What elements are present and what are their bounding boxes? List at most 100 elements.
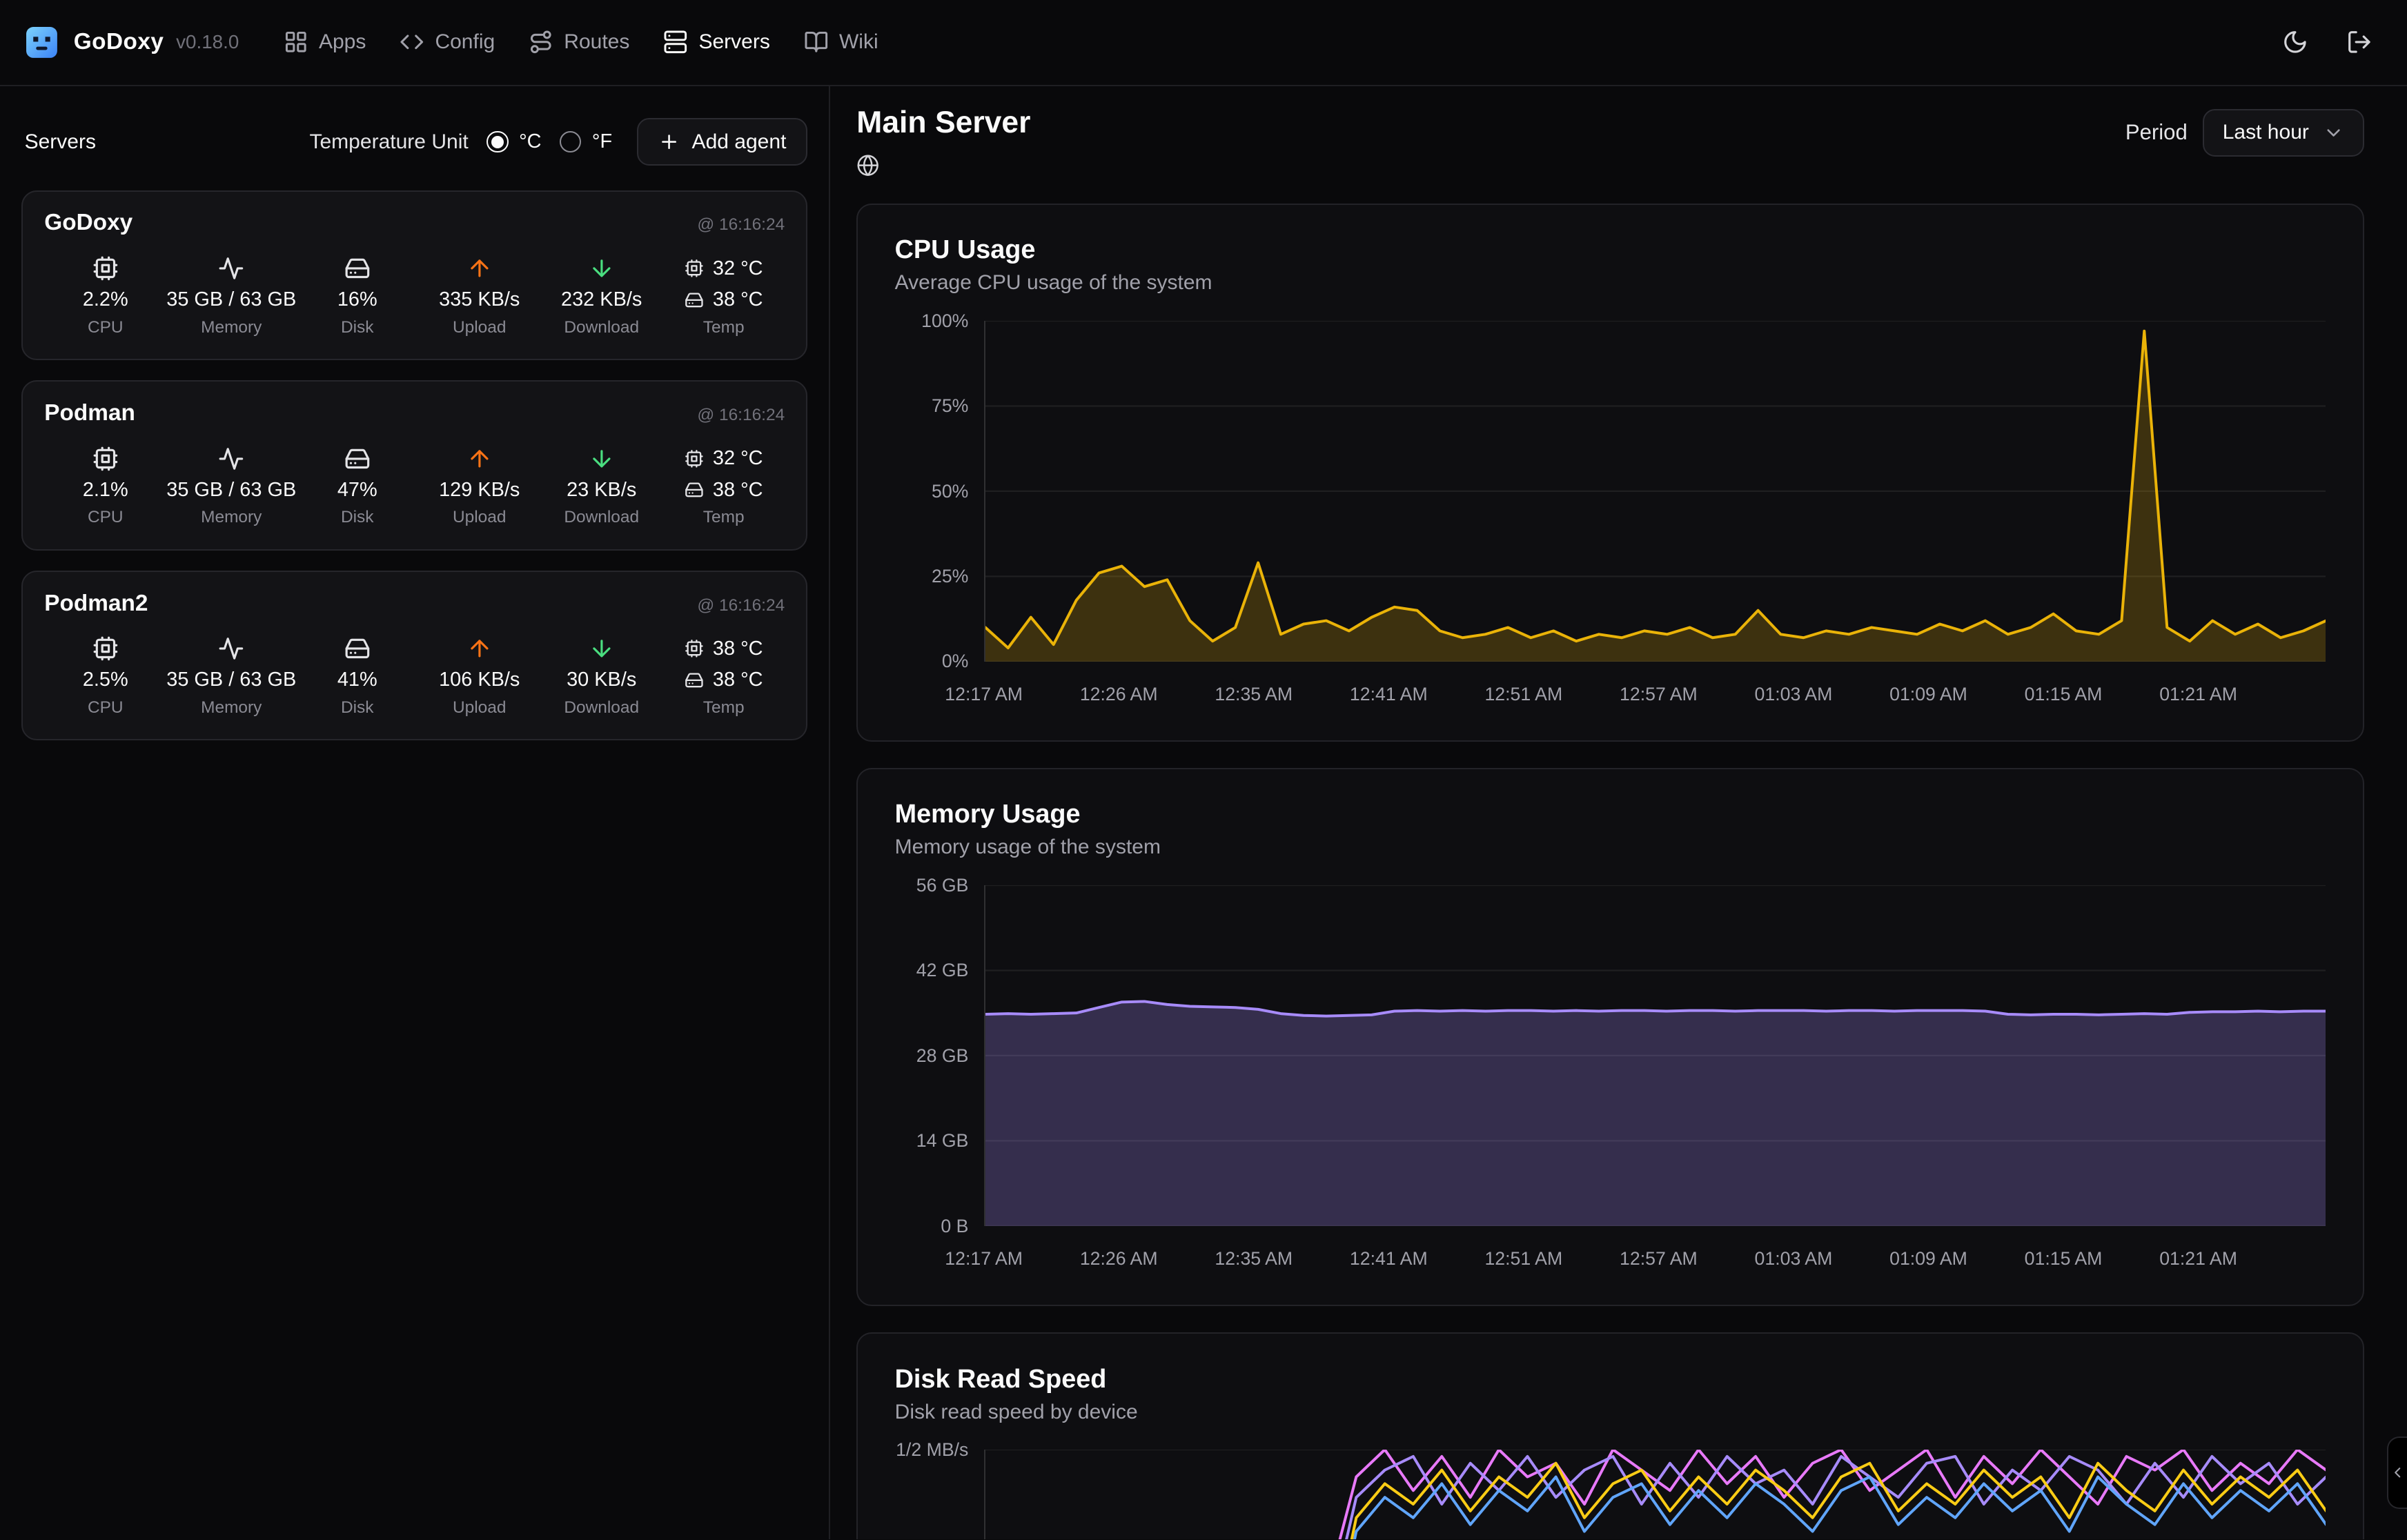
stat-download: 30 KB/s Download xyxy=(540,633,662,720)
route-icon xyxy=(529,30,553,55)
stat-value: 2.5% xyxy=(83,669,128,691)
nav-item-label: Wiki xyxy=(839,30,878,54)
stat-value: 35 GB / 63 GB xyxy=(166,669,296,691)
server-icon xyxy=(663,30,688,55)
nav-item-apps[interactable]: Apps xyxy=(266,21,383,63)
add-agent-button[interactable]: Add agent xyxy=(637,118,808,166)
activity-icon xyxy=(218,446,244,472)
arrow-up-icon xyxy=(466,635,493,662)
nav-item-routes[interactable]: Routes xyxy=(512,21,647,63)
stat-value: 2.2% xyxy=(83,288,128,311)
y-axis-labels: 56 GB42 GB28 GB14 GB0 B xyxy=(895,885,969,1226)
server-card-godoxy[interactable]: GoDoxy @ 16:16:24 2.2% CPU 35 GB / 63 GB… xyxy=(21,190,807,361)
nav-item-servers[interactable]: Servers xyxy=(647,21,787,63)
disk-read-speed-chart xyxy=(984,1450,2326,1539)
chart-subtitle: Disk read speed by device xyxy=(895,1401,2326,1424)
add-agent-label: Add agent xyxy=(692,130,787,154)
nav-item-wiki[interactable]: Wiki xyxy=(787,21,895,63)
grid-icon xyxy=(284,30,308,55)
stat-label: Disk xyxy=(341,318,374,337)
stat-upload: 129 KB/s Upload xyxy=(418,443,540,529)
stat-download: 232 KB/s Download xyxy=(540,253,662,339)
stat-label: Download xyxy=(564,318,639,337)
cpu-chip-icon xyxy=(685,639,704,658)
temperature-unit-group: Temperature Unit °C °F xyxy=(309,130,612,154)
globe-icon[interactable] xyxy=(856,154,879,177)
stat-value: 23 KB/s xyxy=(567,479,636,502)
y-axis-labels: 1/2 MB/s xyxy=(895,1450,969,1539)
stat-label: Download xyxy=(564,698,639,718)
stat-temp: 32 °C 38 °C Temp xyxy=(662,253,785,339)
activity-icon xyxy=(218,255,244,282)
stat-value: 16% xyxy=(337,288,377,311)
navbar-actions xyxy=(2269,16,2386,68)
radio-dot xyxy=(560,131,581,152)
server-card-podman2[interactable]: Podman2 @ 16:16:24 2.5% CPU 35 GB / 63 G… xyxy=(21,571,807,741)
stat-label: Disk xyxy=(341,698,374,718)
celsius-radio[interactable]: °C xyxy=(487,130,541,153)
stat-disk: 41% Disk xyxy=(296,633,418,720)
stat-label: Upload xyxy=(453,318,507,337)
stat-value: 335 KB/s xyxy=(439,288,520,311)
stat-temp: 32 °C 38 °C Temp xyxy=(662,443,785,529)
nav-item-config[interactable]: Config xyxy=(383,21,512,63)
stat-label: Memory xyxy=(201,508,262,527)
cpu-usage-card: CPU Usage Average CPU usage of the syste… xyxy=(856,204,2364,742)
cpu-usage-chart xyxy=(984,321,2326,662)
stat-value: 2.1% xyxy=(83,479,128,502)
radio-dot xyxy=(487,131,508,152)
fahrenheit-radio[interactable]: °F xyxy=(560,130,612,153)
stat-label: Upload xyxy=(453,698,507,718)
collapse-panel-handle[interactable] xyxy=(2387,1437,2407,1509)
server-timestamp: @ 16:16:24 xyxy=(697,596,785,615)
period-control: Period Last hour xyxy=(2125,109,2364,157)
stat-value: 47% xyxy=(337,479,377,502)
server-stats: 2.2% CPU 35 GB / 63 GB Memory 16% Disk xyxy=(44,253,785,339)
x-axis-labels: 12:17 AM12:26 AM12:35 AM12:41 AM12:51 AM… xyxy=(984,678,2199,707)
main-header: Main Server Period Last hour xyxy=(856,106,2364,183)
stat-label: Download xyxy=(564,508,639,527)
arrow-down-icon xyxy=(589,446,615,472)
stat-cpu: 2.5% CPU xyxy=(44,633,166,720)
stat-label: CPU xyxy=(88,318,124,337)
stat-memory: 35 GB / 63 GB Memory xyxy=(166,443,296,529)
stat-value: 106 KB/s xyxy=(439,669,520,691)
hard-drive-icon xyxy=(685,290,704,310)
book-icon xyxy=(804,30,829,55)
stat-memory: 35 GB / 63 GB Memory xyxy=(166,253,296,339)
stat-disk: 47% Disk xyxy=(296,443,418,529)
code-icon xyxy=(400,30,424,55)
stat-label: Temp xyxy=(703,508,745,527)
period-value: Last hour xyxy=(2223,121,2309,144)
stat-value: 232 KB/s xyxy=(561,288,642,311)
period-select[interactable]: Last hour xyxy=(2203,109,2364,157)
hard-drive-icon xyxy=(344,446,371,472)
fahrenheit-label: °F xyxy=(592,130,612,153)
chevron-left-icon xyxy=(2389,1464,2406,1481)
chart-subtitle: Average CPU usage of the system xyxy=(895,271,2326,295)
cpu-temp-value: 32 °C xyxy=(713,447,763,470)
logout-button[interactable] xyxy=(2333,16,2386,68)
cpu-chip-icon xyxy=(92,255,119,282)
server-stats: 2.1% CPU 35 GB / 63 GB Memory 47% Disk xyxy=(44,443,785,529)
stat-label: Memory xyxy=(201,698,262,718)
chevron-down-icon xyxy=(2323,122,2344,144)
cpu-chip-icon xyxy=(685,449,704,468)
temperature-unit-label: Temperature Unit xyxy=(309,130,468,154)
server-stats: 2.5% CPU 35 GB / 63 GB Memory 41% Disk xyxy=(44,633,785,720)
server-card-podman[interactable]: Podman @ 16:16:24 2.1% CPU 35 GB / 63 GB… xyxy=(21,380,807,551)
server-timestamp: @ 16:16:24 xyxy=(697,215,785,235)
server-name: GoDoxy xyxy=(44,210,132,236)
godoxy-logo xyxy=(25,26,59,59)
cpu-chip-icon xyxy=(685,259,704,278)
theme-toggle-button[interactable] xyxy=(2269,16,2321,68)
activity-icon xyxy=(218,635,244,662)
stat-value: 129 KB/s xyxy=(439,479,520,502)
chart-subtitle: Memory usage of the system xyxy=(895,836,2326,859)
hard-drive-icon xyxy=(344,255,371,282)
y-axis-labels: 100%75%50%25%0% xyxy=(895,321,969,662)
servers-sidebar: Servers Temperature Unit °C °F Add agent xyxy=(0,86,830,1540)
stat-value: 35 GB / 63 GB xyxy=(166,288,296,311)
cpu-chip-icon xyxy=(92,635,119,662)
disk-temp-value: 38 °C xyxy=(713,669,763,691)
